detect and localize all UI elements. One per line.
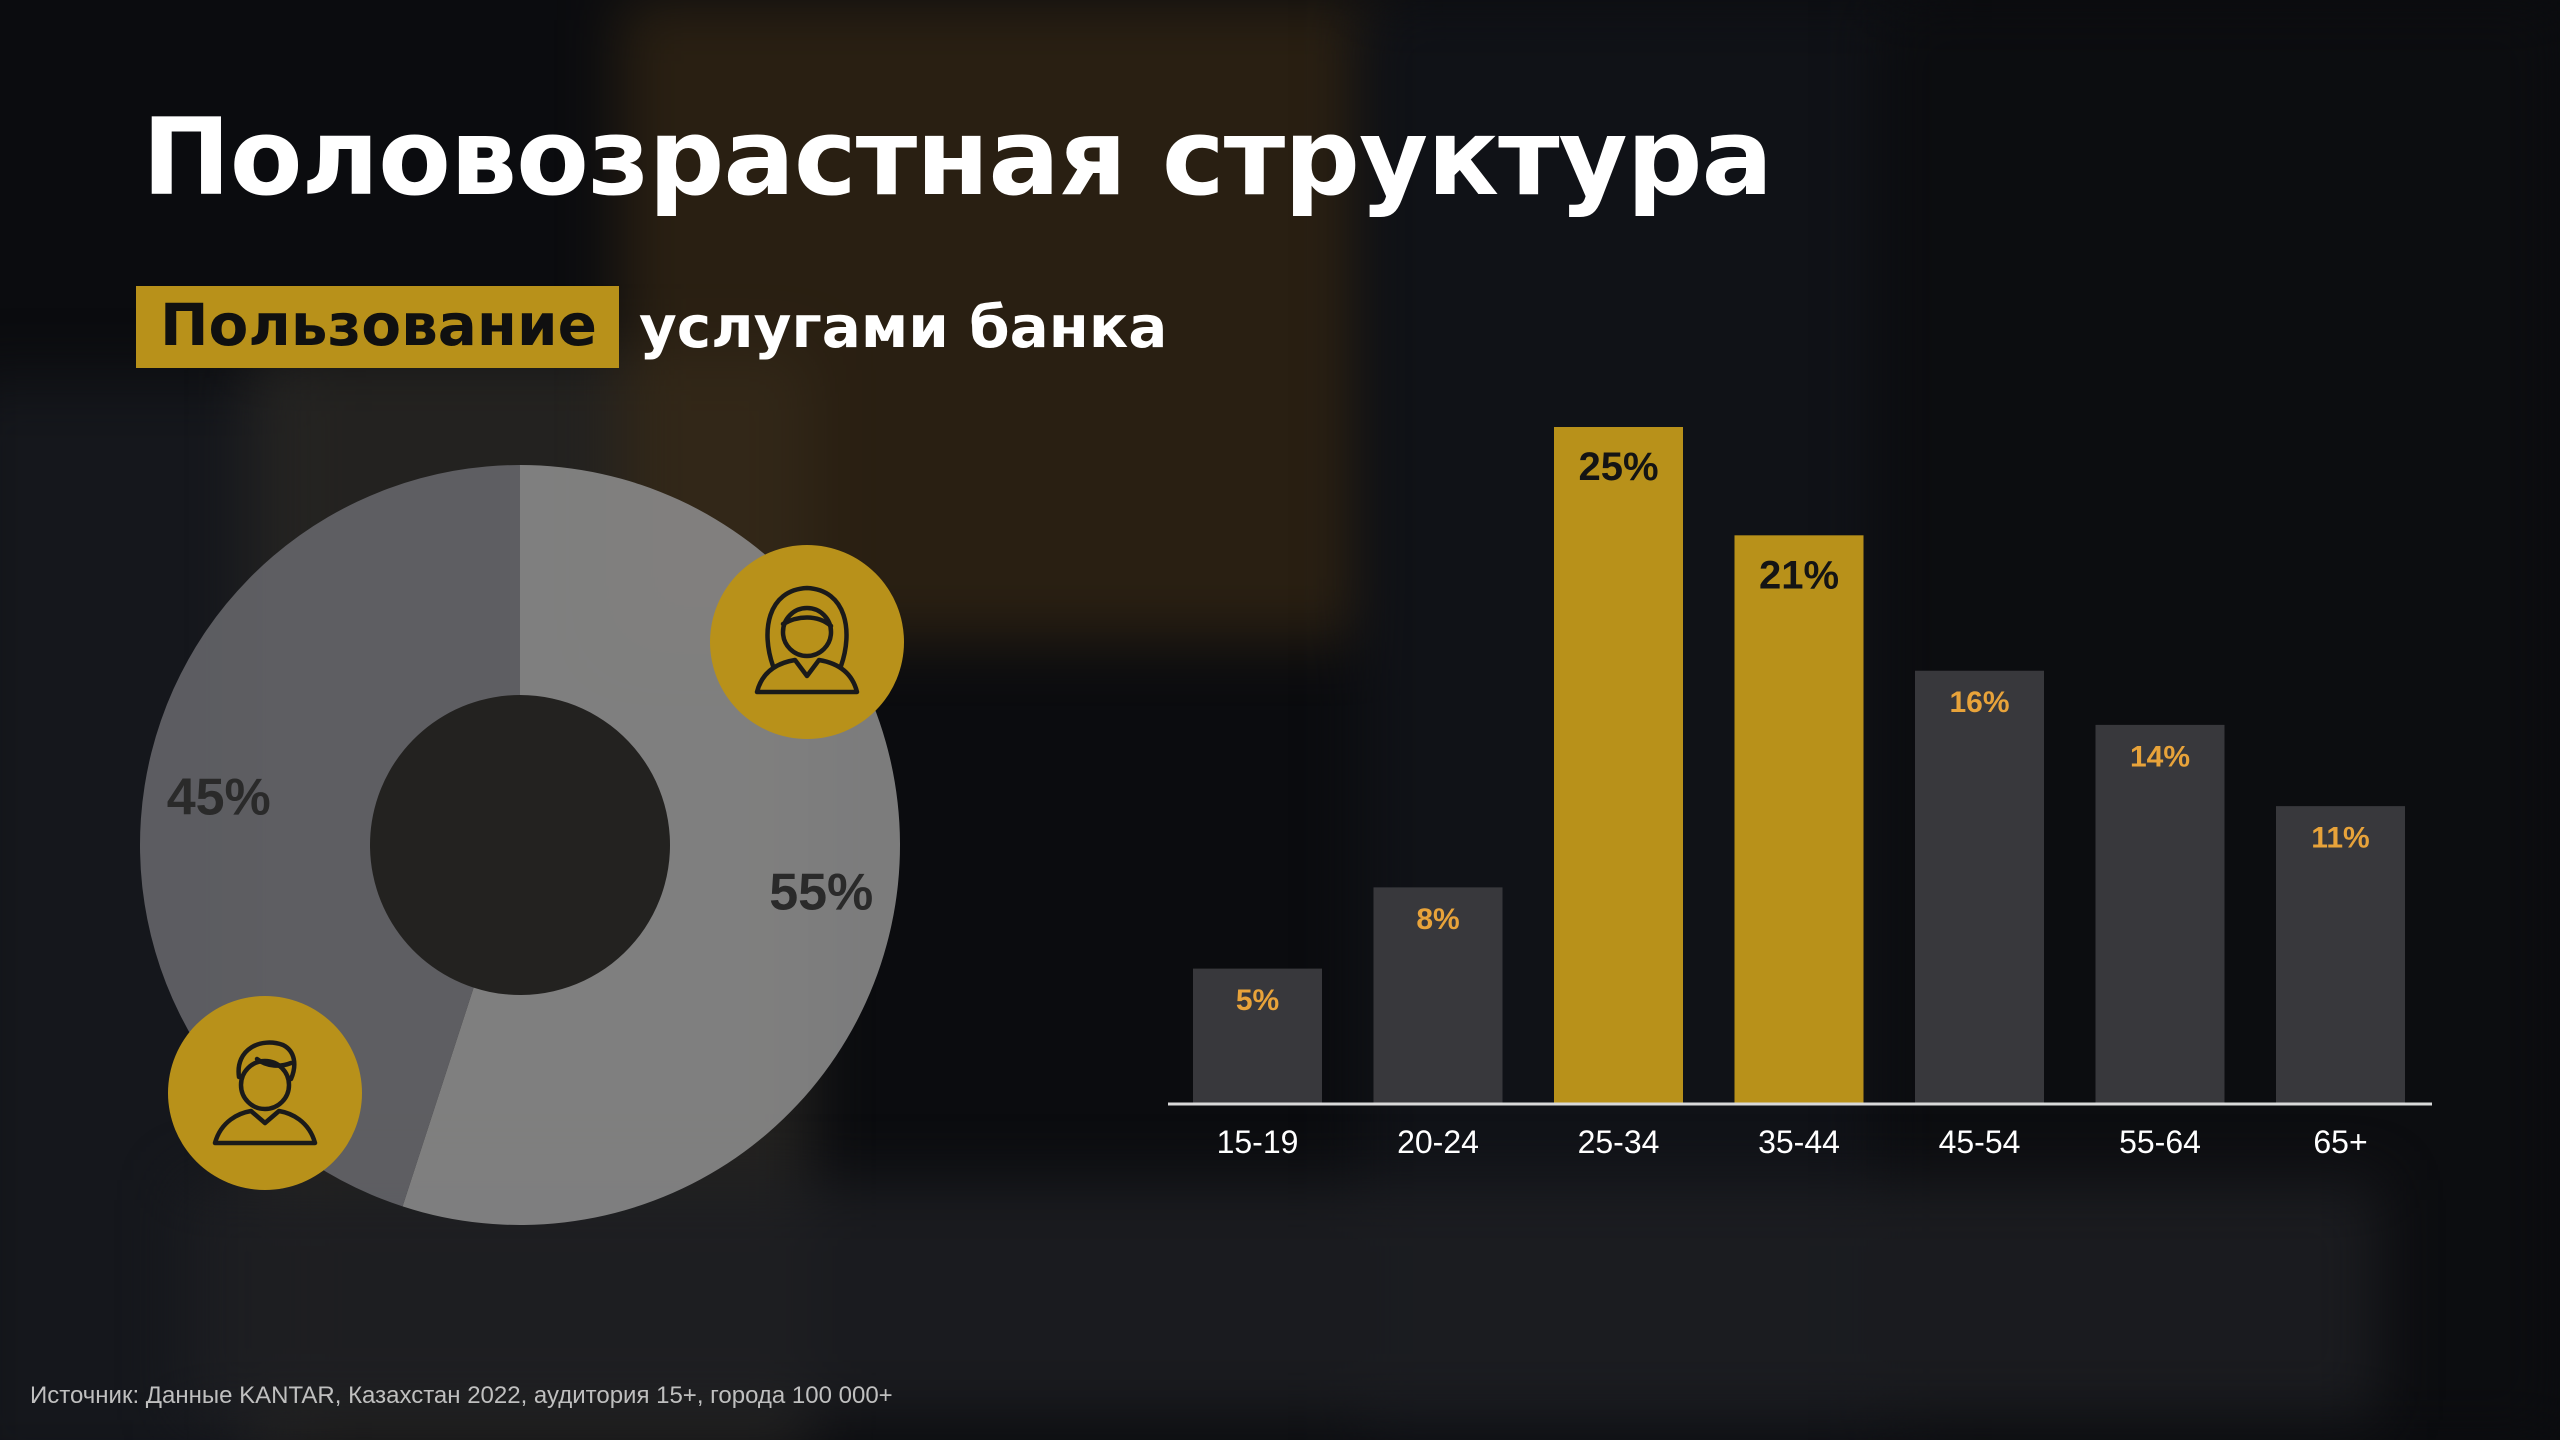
donut-slice-label: 45% [167,768,271,826]
bar-value-label: 25% [1578,445,1658,489]
bar-value-label: 14% [2130,740,2190,773]
subtitle-rest: услугами банка [638,293,1168,361]
bar-value-label: 16% [1949,686,2009,719]
x-tick-label: 15-19 [1217,1124,1299,1160]
source-note: Источник: Данные KANTAR, Казахстан 2022,… [30,1382,893,1409]
x-tick-label: 35-44 [1758,1124,1840,1160]
bar [1193,968,1322,1104]
bar-value-label: 5% [1236,984,1279,1017]
man-icon [168,996,362,1190]
bar-value-label: 8% [1416,903,1459,936]
donut-slice-label: 55% [769,864,873,922]
bar [1915,670,2044,1104]
bar [2095,724,2225,1104]
x-tick-label: 25-34 [1578,1124,1660,1160]
bar [1373,887,1503,1104]
page-title: Половозрастная структура [142,96,1773,219]
subtitle: Пользование услугами банка [136,286,1167,368]
bar-value-label: 11% [2311,822,2369,855]
x-tick-label: 65+ [2313,1124,2367,1160]
bar [1734,535,1864,1104]
x-tick-label: 55-64 [2119,1124,2201,1160]
x-tick-label: 45-54 [1939,1124,2021,1160]
woman-icon [710,545,904,739]
subtitle-highlight: Пользование [136,286,619,368]
bar [1554,427,1683,1104]
x-tick-label: 20-24 [1397,1124,1479,1160]
bar [2276,806,2405,1104]
bar-value-label: 21% [1759,553,1839,597]
